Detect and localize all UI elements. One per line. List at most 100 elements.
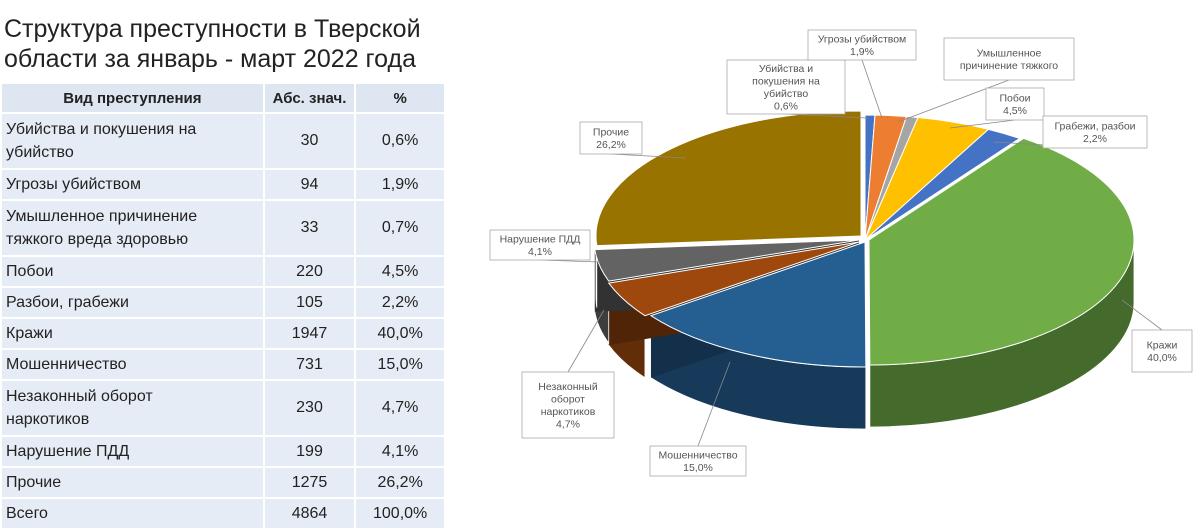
percent-cell: 100,0% [356,499,446,528]
crime-type-cell: Нарушение ПДД [2,437,265,466]
label-box [943,37,1075,81]
crime-type-cell: Умышленное причинение тяжкого вреда здоро… [2,201,265,255]
abs-value-cell: 4864 [264,499,357,528]
table-row: Всего 4864 100,0% [2,499,446,528]
slice-label-percent: 1,9% [850,46,874,58]
slice-label-percent: 26,2% [596,139,626,151]
leader-line [861,59,883,119]
percent-cell: 40,0% [356,319,446,348]
crime-type-cell: Прочие [2,468,265,497]
table-row: Угрозы убийством 94 1,9% [2,170,446,199]
percent-cell: 2,2% [356,288,446,317]
crime-type-line: Прочие [6,474,62,491]
header-crime-type: Вид преступления [2,84,265,112]
abs-value-cell: 731 [264,350,357,379]
leader-line [610,153,687,159]
abs-value-cell: 230 [264,381,357,435]
label-box [1042,115,1148,149]
crime-type-line: Кражи [6,325,53,342]
pie-slice-side [595,235,598,308]
abs-value-cell: 1275 [264,468,357,497]
leader-line [949,119,1016,129]
crime-type-line: наркотиков [6,411,90,428]
abs-value-cell: 30 [264,114,357,168]
crime-type-line: тяжкого вреда здоровью [6,231,189,248]
abs-value-cell: 94 [264,170,357,199]
crime-type-cell: Кражи [2,319,265,348]
table-row: Умышленное причинение тяжкого вреда здоро… [2,201,446,255]
crime-type-line: Всего [6,505,48,522]
table-row: Мошенничество 731 15,0% [2,350,446,379]
abs-value-cell: 105 [264,288,357,317]
table-row: Незаконный оборот наркотиков 230 4,7% [2,381,446,435]
crime-type-line: убийство [6,144,74,161]
label-box [489,229,591,261]
crime-table: Вид преступления Абс. знач. % Убийства и… [2,82,446,530]
slice-label-percent: 0,6% [774,101,798,113]
header-abs-value: Абс. знач. [264,84,357,112]
pie-slice [649,241,867,368]
table-row: Кражи 1947 40,0% [2,319,446,348]
crime-type-cell: Убийства и покушения на убийство [2,114,265,168]
slice-label-name: наркотиков [541,406,596,418]
table-row: Прочие 1275 26,2% [2,468,446,497]
crime-type-line: Нарушение ПДД [6,443,130,460]
label-box [1131,329,1193,373]
slice-label-name: убийство [764,88,809,100]
label-box [521,371,615,439]
crime-type-cell: Мошенничество [2,350,265,379]
slice-label-name: Кражи [1147,340,1178,352]
percent-cell: 4,1% [356,437,446,466]
slice-label-percent: 40,0% [1147,352,1177,364]
slice-label-name: Убийства и [759,63,813,75]
crime-type-cell: Побои [2,257,265,286]
pie-slice [868,137,1135,366]
table-row: Убийства и покушения на убийство 30 0,6% [2,114,446,168]
crime-type-line: Убийства и покушения на [6,121,197,138]
table-row: Побои 220 4,5% [2,257,446,286]
percent-cell: 26,2% [356,468,446,497]
percent-cell: 1,9% [356,170,446,199]
slice-label-percent: 4,1% [528,246,552,258]
abs-value-cell: 199 [264,437,357,466]
slice-label-name: Побои [999,93,1030,105]
percent-cell: 4,5% [356,257,446,286]
leader-line [697,361,731,447]
pie-slice [607,241,860,317]
label-box [807,29,917,61]
crime-type-cell: Разбои, грабежи [2,288,265,317]
title-line-1: Структура преступности в Тверской [4,15,421,43]
slice-label-name: причинение тяжкого [960,60,1058,72]
leader-line [567,309,605,373]
label-box [726,59,846,115]
slice-label-name: оборот [551,394,585,406]
label-box [985,87,1045,121]
slice-label-name: Угрозы убийством [818,34,907,46]
abs-value-cell: 220 [264,257,357,286]
slice-label-name: Незаконный [538,381,598,393]
abs-value-cell: 1947 [264,319,357,348]
slice-label-name: Нарушение ПДД [500,234,581,246]
slice-label-percent: 4,7% [556,419,580,431]
leader-line [785,113,868,119]
percent-cell: 0,7% [356,201,446,255]
crime-type-line: Незаконный оборот [6,388,153,405]
slice-label-name: покушения на [752,76,820,88]
page-title: Структура преступности в Тверской област… [4,14,444,74]
slice-label-name: Грабежи, разбои [1054,121,1135,133]
crime-type-line: Разбои, грабежи [6,294,129,311]
header-percent: % [356,84,446,112]
slice-label-percent: 2,2% [1083,133,1107,145]
percent-cell: 15,0% [356,350,446,379]
pie-slice [594,239,860,282]
table-row: Разбои, грабежи 105 2,2% [2,288,446,317]
